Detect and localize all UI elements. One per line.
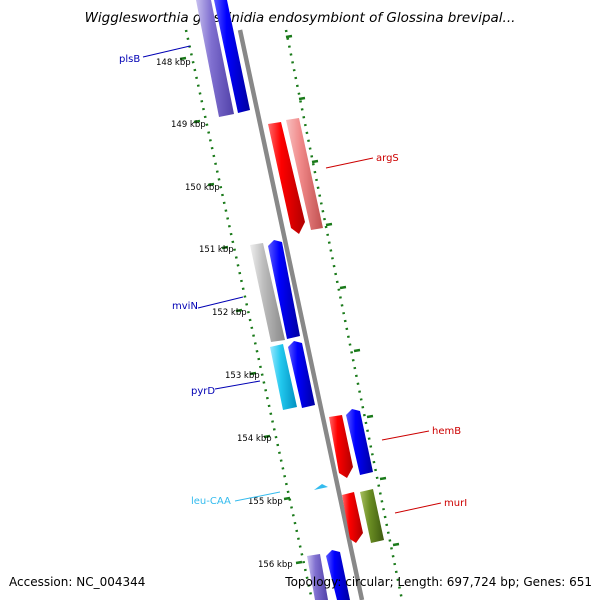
plsB-cds-bar[interactable]: [214, 0, 250, 113]
lower-cds-bar[interactable]: [326, 550, 350, 600]
kbp-tick: 156 kbp: [258, 560, 303, 570]
gene-label-argS[interactable]: argS: [376, 153, 399, 164]
pyrD-cds-bar[interactable]: [288, 341, 315, 408]
hemB-leader: [381, 430, 430, 441]
leu-CAA-trna[interactable]: [314, 484, 328, 490]
hemB-blue-bar[interactable]: [346, 409, 373, 475]
gene-label-murI[interactable]: murI: [444, 498, 467, 509]
kbp-tick: 150 kbp: [185, 182, 220, 193]
plsB-similarity-bar[interactable]: [196, 0, 234, 117]
kbp-label: 154 kbp: [237, 434, 272, 444]
lower-similarity-bar[interactable]: [307, 554, 328, 600]
mviN-leader: [197, 296, 244, 309]
gene-label-plsB[interactable]: plsB: [119, 54, 140, 65]
kbp-tick: 149 kbp: [171, 119, 206, 130]
argS-similarity-bar[interactable]: [286, 118, 323, 230]
argS-cds-bar[interactable]: [268, 122, 305, 234]
gene-label-pyrD[interactable]: pyrD: [191, 386, 215, 397]
kbp-tick: 148 kbp: [156, 56, 191, 68]
kbp-tick: 154 kbp: [237, 434, 272, 444]
kbp-scale: 148 kbp 149 kbp 150 kbp 151 kbp 152 kbp …: [156, 56, 303, 570]
plsB-leader: [142, 45, 191, 58]
murI-leader: [394, 502, 442, 514]
kbp-label: 148 kbp: [156, 58, 191, 68]
kbp-label: 153 kbp: [225, 371, 260, 381]
kbp-label: 156 kbp: [258, 560, 293, 570]
features: [196, 0, 384, 600]
murI-similarity-bar[interactable]: [360, 489, 384, 543]
guide-right: [284, 29, 404, 600]
kbp-label: 149 kbp: [171, 120, 206, 130]
kbp-label: 155 kbp: [248, 497, 283, 507]
gene-label-leu-CAA[interactable]: leu-CAA: [191, 496, 231, 507]
murI-cds-bar[interactable]: [342, 492, 363, 543]
topology-text: Topology: circular; Length: 697,724 bp; …: [284, 575, 592, 589]
kbp-label: 152 kbp: [212, 308, 247, 318]
mviN-cds-bar[interactable]: [268, 240, 300, 339]
right-guide-ticks: [285, 34, 400, 547]
pyrD-leader: [214, 380, 261, 390]
kbp-tick: 153 kbp: [225, 371, 260, 381]
kbp-tick: 151 kbp: [199, 245, 234, 255]
map-title: Wigglesworthia glossinidia endosymbiont …: [85, 10, 516, 26]
kbp-label: 150 kbp: [185, 183, 220, 193]
hemB-cds-bar[interactable]: [329, 415, 353, 478]
kbp-label: 151 kbp: [199, 245, 234, 255]
gene-label-mviN[interactable]: mviN: [172, 301, 198, 312]
leu-CAA-leader: [234, 491, 281, 502]
gene-label-hemB[interactable]: hemB: [432, 426, 461, 437]
pyrD-similarity-bar[interactable]: [270, 344, 297, 410]
argS-leader: [325, 157, 374, 169]
accession-text: Accession: NC_004344: [9, 575, 145, 589]
gene-labels: plsB argS mviN pyrD hemB leu-CAA murI: [119, 45, 467, 514]
mviN-similarity-bar[interactable]: [250, 243, 285, 342]
guide-left: [184, 29, 314, 600]
genome-backbone: [237, 29, 365, 600]
kbp-tick: 155 kbp: [248, 496, 291, 507]
track-guides: [184, 29, 404, 600]
kbp-tick: 152 kbp: [212, 308, 247, 318]
